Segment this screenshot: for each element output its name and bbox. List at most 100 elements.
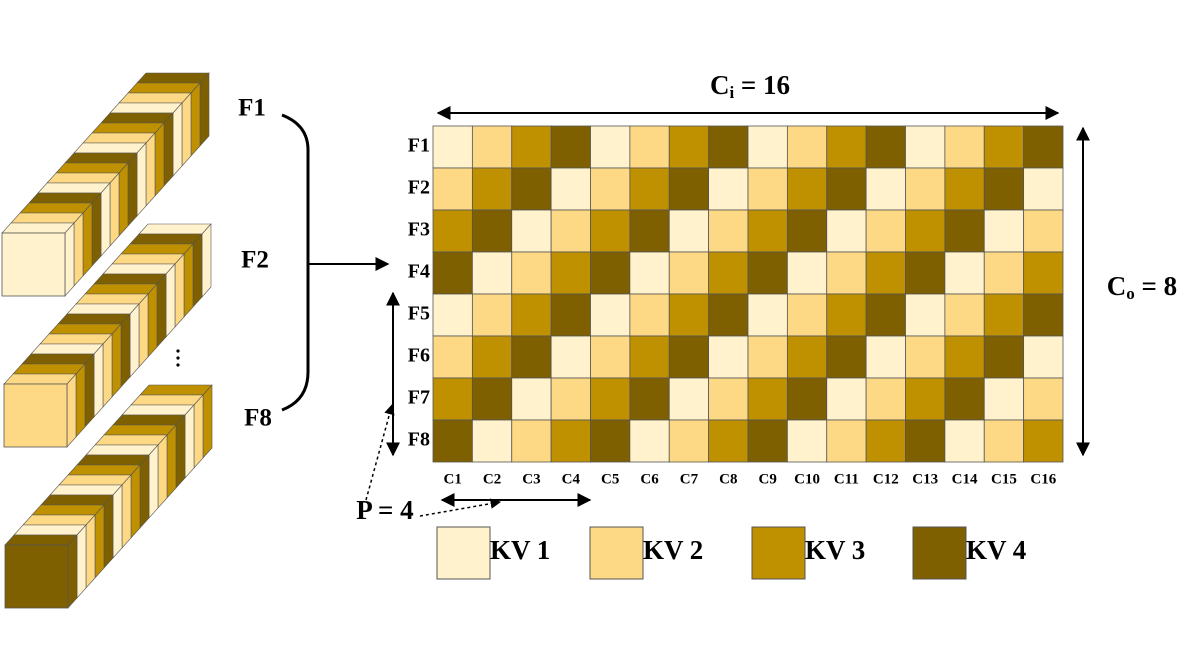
bar-side bbox=[138, 293, 149, 368]
bar-side bbox=[166, 424, 177, 499]
kv-cell bbox=[865, 125, 906, 169]
kv-cell bbox=[511, 125, 552, 169]
ci-base: C bbox=[710, 70, 730, 100]
bar-front bbox=[1, 232, 66, 297]
kv-cell bbox=[786, 125, 828, 169]
kv-cell bbox=[905, 377, 946, 421]
bar-side bbox=[156, 273, 167, 348]
kv-cell bbox=[944, 335, 985, 379]
bar-side bbox=[120, 313, 131, 388]
bar-side bbox=[157, 434, 168, 509]
kv-cell bbox=[511, 335, 552, 379]
bar-top bbox=[138, 223, 212, 235]
bar-top bbox=[31, 504, 105, 516]
bar-side bbox=[172, 102, 183, 177]
kv-cell bbox=[983, 293, 1025, 337]
kv-cell bbox=[511, 419, 552, 463]
bar-top bbox=[48, 323, 122, 335]
kv-cell bbox=[747, 377, 788, 421]
bar-top bbox=[111, 253, 185, 265]
bar-side bbox=[82, 202, 93, 277]
legend-label: KV 1 bbox=[490, 535, 550, 565]
kv-cell bbox=[511, 377, 552, 421]
bar-side bbox=[93, 343, 104, 418]
kv-cell bbox=[590, 167, 631, 211]
bar-side bbox=[174, 253, 185, 328]
bar-side bbox=[193, 394, 204, 469]
bar-side bbox=[127, 152, 138, 227]
bar-top bbox=[84, 283, 158, 295]
bar-side bbox=[109, 172, 120, 247]
bar-top bbox=[130, 394, 204, 406]
kv-cell bbox=[826, 251, 867, 295]
bar-top bbox=[21, 353, 95, 365]
bar-top bbox=[121, 404, 195, 416]
kv-cell bbox=[708, 293, 749, 337]
bar-side bbox=[190, 82, 201, 157]
bar-side bbox=[76, 524, 87, 599]
legend-swatch bbox=[589, 526, 644, 580]
kv-cell bbox=[1023, 167, 1064, 211]
column-label: C3 bbox=[522, 471, 540, 487]
kv-cell bbox=[708, 335, 749, 379]
bar-side bbox=[165, 263, 176, 338]
p-pointer bbox=[365, 403, 395, 501]
column-label: C13 bbox=[912, 471, 938, 487]
bar-side bbox=[181, 92, 192, 167]
kv-cell bbox=[708, 251, 749, 295]
bar-top bbox=[120, 243, 194, 255]
kv-cell bbox=[1023, 209, 1064, 253]
kv-cell bbox=[905, 167, 946, 211]
bar-side bbox=[129, 303, 140, 378]
kv-cell bbox=[1023, 419, 1064, 463]
legend-swatch bbox=[912, 526, 967, 580]
column-label: C11 bbox=[834, 471, 859, 487]
bar-top bbox=[58, 474, 132, 486]
bar-side bbox=[100, 182, 111, 257]
column-label: C7 bbox=[680, 471, 699, 487]
kv-cell bbox=[629, 167, 670, 211]
kv-cell bbox=[826, 125, 867, 169]
kv-cell bbox=[629, 293, 670, 337]
column-label: C4 bbox=[562, 471, 581, 487]
ellipsis-dot bbox=[176, 349, 180, 353]
bar-side bbox=[201, 223, 212, 298]
bar-side bbox=[147, 283, 158, 358]
kv-cell bbox=[629, 209, 670, 253]
kv-cell bbox=[511, 209, 552, 253]
kv-cell bbox=[708, 209, 749, 253]
bar-side bbox=[112, 484, 123, 559]
kv-cell bbox=[1023, 335, 1064, 379]
bar-top bbox=[118, 92, 192, 104]
kv-cell bbox=[826, 377, 867, 421]
bar-side bbox=[94, 504, 105, 579]
legend-label: KV 4 bbox=[966, 535, 1026, 565]
kv-cell bbox=[944, 251, 985, 295]
row-label: F1 bbox=[408, 135, 430, 157]
kv-cell bbox=[471, 293, 513, 337]
kv-cell bbox=[983, 209, 1025, 253]
kv-cell bbox=[786, 251, 828, 295]
co-label: Co = 8 bbox=[1107, 271, 1177, 303]
column-label: C15 bbox=[991, 471, 1017, 487]
bar-top bbox=[103, 424, 177, 436]
kv-cell bbox=[786, 209, 828, 253]
kv-cell bbox=[629, 251, 670, 295]
kv-cell bbox=[944, 167, 985, 211]
kv-cell bbox=[432, 335, 473, 379]
kv-cell bbox=[747, 125, 788, 169]
kv-cell bbox=[708, 377, 749, 421]
kv-cell bbox=[786, 419, 828, 463]
bar-top bbox=[66, 303, 140, 315]
bar-side bbox=[103, 494, 114, 569]
bar-side bbox=[192, 233, 203, 308]
kv-cell bbox=[905, 125, 946, 169]
kv-cell bbox=[786, 335, 828, 379]
kv-grid: F1 F2 F3 F4 F5 F6 F7 F8 C1 C2 C3 C4 C5 C6 C7 C8 C9 C10 C11… bbox=[408, 125, 1064, 487]
kv-cell bbox=[983, 377, 1025, 421]
kv-cell bbox=[1023, 377, 1064, 421]
kv-cell bbox=[432, 167, 473, 211]
bar-side bbox=[73, 212, 84, 287]
column-label: C6 bbox=[640, 471, 659, 487]
kv-cell bbox=[826, 335, 867, 379]
